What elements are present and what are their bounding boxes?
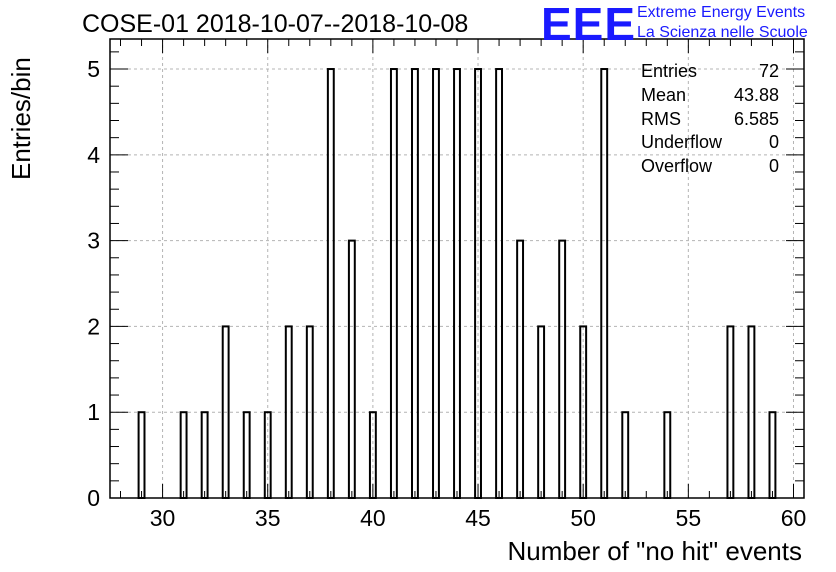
histogram-bar — [179, 411, 188, 499]
histogram-bar — [600, 68, 609, 499]
histogram-bar — [516, 239, 525, 499]
histogram-bar — [389, 68, 398, 499]
y-tick-label: 0 — [87, 485, 100, 511]
stat-row-entries: Entries 72 — [641, 60, 779, 84]
histogram-bar — [747, 325, 756, 500]
logo-line-2: La Scienza nelle Scuole — [637, 24, 808, 41]
y-tick-label: 5 — [87, 56, 100, 82]
stat-label: RMS — [641, 108, 681, 129]
histogram-bar — [558, 239, 567, 499]
histogram-bar — [200, 411, 209, 499]
histogram-bar — [474, 68, 482, 499]
y-tick-label: 3 — [87, 228, 100, 254]
stat-label: Overflow — [641, 156, 713, 177]
histogram-bar — [137, 411, 146, 499]
stat-row-mean: Mean 43.88 — [641, 84, 779, 108]
logo-line-1: Extreme Energy Events — [637, 4, 806, 21]
y-tick-label: 1 — [87, 399, 100, 425]
histogram-bar — [621, 411, 630, 499]
x-tick-label: 30 — [150, 505, 176, 531]
histogram-bar — [242, 411, 251, 499]
logo-mark: EEE — [541, 0, 637, 50]
axis-ticks — [110, 39, 804, 499]
stat-row-underflow: Underflow 0 — [641, 131, 779, 155]
chart-title: COSE-01 2018-10-07--2018-10-08 — [82, 10, 469, 38]
histogram-bar — [537, 325, 546, 500]
stat-row-rms: RMS 6.585 — [641, 108, 779, 132]
histogram-bar — [410, 68, 419, 499]
histogram-bar — [495, 68, 504, 499]
x-tick-label: 55 — [676, 505, 702, 531]
histogram-bar — [347, 239, 356, 499]
x-tick-label: 60 — [781, 505, 807, 531]
x-tick-label: 35 — [255, 505, 281, 531]
stat-value: 0 — [768, 156, 779, 177]
histogram-bar — [284, 325, 293, 500]
logo-caption: Extreme Energy Events La Scienza nelle S… — [637, 3, 808, 43]
histogram-bar — [663, 411, 672, 499]
histogram-bar — [768, 411, 777, 499]
histogram-bar — [453, 68, 461, 499]
stat-value: 72 — [758, 61, 779, 81]
stat-row-overflow: Overflow 0 — [641, 155, 779, 179]
y-axis-label: Entries/bin — [6, 57, 36, 180]
x-tick-label: 50 — [570, 505, 596, 531]
stat-value: 6.585 — [733, 108, 779, 129]
stat-label: Mean — [641, 84, 687, 105]
stat-label: Entries — [641, 61, 698, 81]
y-tick-label: 4 — [87, 142, 100, 168]
stats-box: Entries 72 Mean 43.88 RMS 6.585 Underflo… — [641, 60, 779, 179]
y-tick-label: 2 — [87, 313, 100, 339]
histogram-bar — [432, 68, 440, 499]
stat-value: 0 — [768, 132, 779, 153]
x-axis-label: Number of "no hit" events — [507, 536, 803, 566]
x-tick-label: 45 — [465, 505, 491, 531]
histogram-bar — [326, 68, 335, 499]
stat-value: 43.88 — [733, 84, 779, 105]
x-tick-label: 40 — [360, 505, 386, 531]
stat-label: Underflow — [641, 132, 723, 153]
